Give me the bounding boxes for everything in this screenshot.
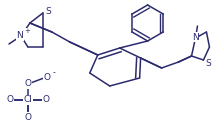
Text: -: -	[53, 68, 55, 78]
Text: O: O	[42, 95, 49, 104]
Text: +: +	[24, 28, 30, 34]
Text: S: S	[206, 58, 211, 67]
Text: O: O	[24, 112, 31, 122]
Text: N: N	[17, 31, 23, 41]
Text: Cl: Cl	[24, 95, 32, 104]
Text: S: S	[45, 7, 51, 17]
Text: N: N	[192, 33, 199, 42]
Text: O: O	[7, 95, 14, 104]
Text: O: O	[43, 72, 50, 82]
Text: O: O	[24, 79, 31, 88]
